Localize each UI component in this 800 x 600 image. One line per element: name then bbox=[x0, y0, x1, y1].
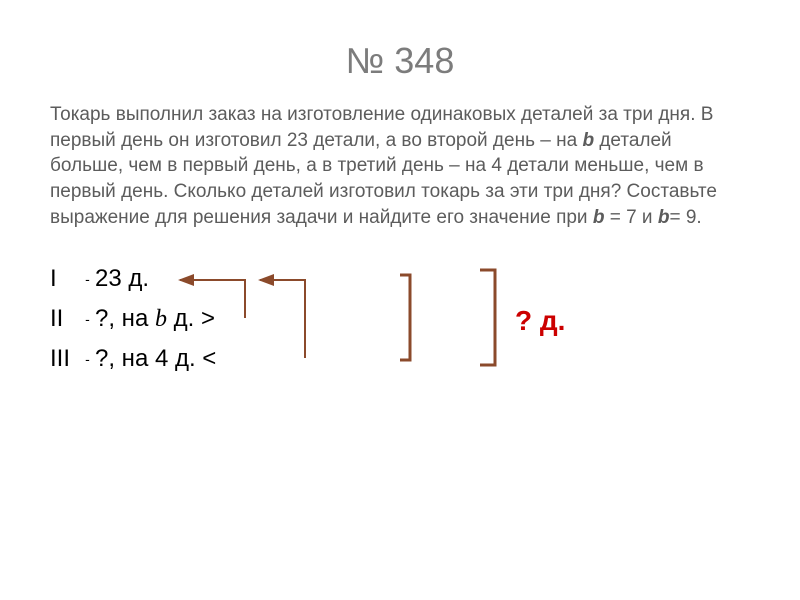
diagram-row-3: III - ?, на 4 д. < bbox=[50, 345, 216, 373]
dash-3: - bbox=[80, 351, 95, 367]
dash-2: - bbox=[80, 311, 95, 327]
row2-prefix: ?, на bbox=[95, 305, 155, 332]
roman-3: III bbox=[50, 345, 80, 373]
row1-value: 23 д. bbox=[95, 265, 149, 293]
row2-suffix: д. > bbox=[167, 305, 215, 332]
solution-diagram: I - 23 д. II - ?, на b д. > III - ?, на … bbox=[50, 260, 750, 440]
problem-text-3: = 7 и bbox=[604, 207, 657, 228]
problem-text-4: = 9. bbox=[669, 207, 701, 228]
row3-value: ?, на 4 д. < bbox=[95, 345, 216, 373]
dash-1: - bbox=[80, 271, 95, 287]
roman-1: I bbox=[50, 265, 80, 293]
problem-statement: Токарь выполнил заказ на изготовление од… bbox=[50, 102, 750, 230]
page-title: № 348 bbox=[50, 40, 750, 82]
variable-b-2: b bbox=[593, 207, 605, 228]
diagram-row-1: I - 23 д. bbox=[50, 265, 149, 293]
diagram-row-2: II - ?, на b д. > bbox=[50, 305, 215, 333]
row2-value: ?, на b д. > bbox=[95, 305, 215, 333]
variable-b-3: b bbox=[658, 207, 670, 228]
row2-var: b bbox=[155, 306, 167, 332]
variable-b-1: b bbox=[582, 130, 594, 151]
roman-2: II bbox=[50, 305, 80, 333]
question-result: ? д. bbox=[515, 305, 565, 337]
